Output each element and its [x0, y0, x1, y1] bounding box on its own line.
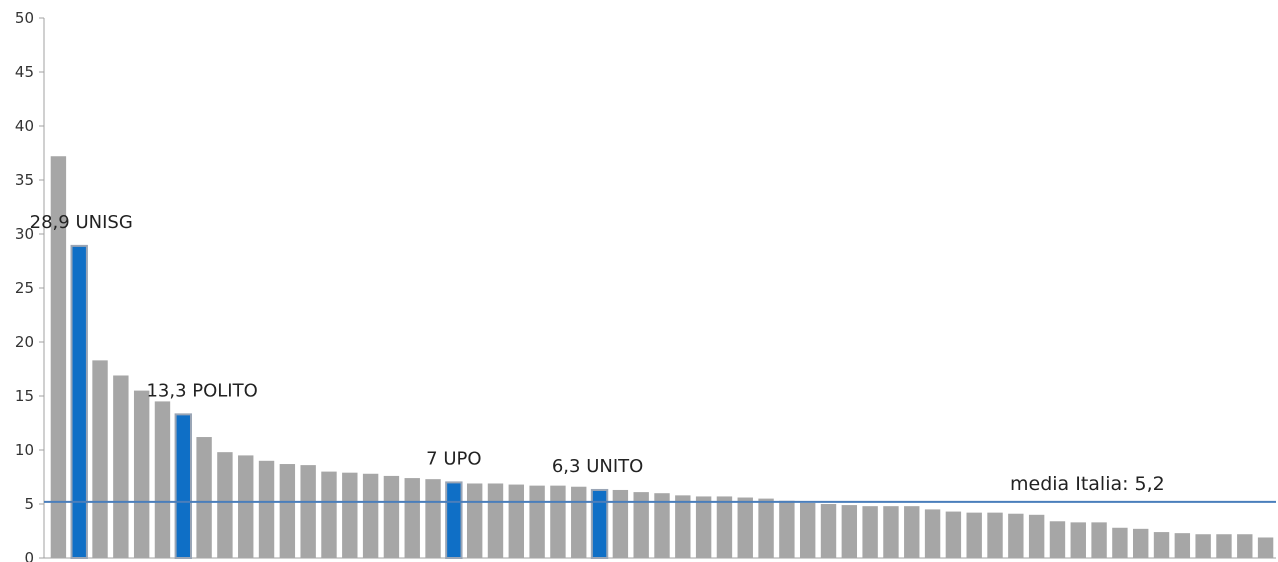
bar	[1112, 527, 1128, 558]
bar	[196, 437, 212, 558]
y-tick-label: 30	[15, 225, 34, 243]
bar	[1216, 534, 1232, 558]
bar	[154, 401, 171, 558]
bar	[404, 478, 420, 558]
y-tick-label: 15	[15, 387, 34, 405]
bar-data-label: 13,3 POLITO	[146, 380, 257, 401]
bar	[279, 464, 296, 558]
bar	[1008, 513, 1024, 558]
bar	[466, 483, 483, 558]
bar	[820, 504, 837, 558]
y-tick-label: 50	[15, 9, 34, 27]
highlighted-bar	[174, 413, 192, 559]
bar	[758, 498, 774, 558]
bar	[238, 455, 254, 558]
bar	[695, 496, 712, 558]
bar	[1133, 528, 1149, 558]
bar	[529, 485, 545, 558]
bar	[612, 489, 629, 558]
bar	[50, 156, 67, 559]
y-tick-label: 20	[15, 333, 34, 351]
bar	[779, 500, 795, 558]
bar	[92, 360, 108, 558]
bar	[321, 471, 337, 558]
bar	[1049, 521, 1066, 558]
bar	[987, 512, 1003, 558]
highlighted-bar	[590, 488, 609, 559]
bar	[508, 484, 524, 558]
bar	[1028, 514, 1045, 558]
bar	[425, 479, 441, 558]
bar	[904, 506, 920, 558]
bar	[862, 506, 878, 558]
y-tick-label: 10	[15, 441, 34, 459]
bar	[1257, 537, 1274, 558]
bar	[1091, 522, 1107, 558]
bar	[300, 465, 316, 558]
bar	[1237, 534, 1253, 558]
highlighted-bar	[445, 481, 463, 559]
bar	[945, 511, 962, 558]
bar	[1174, 533, 1191, 558]
bar	[113, 375, 129, 558]
bar	[1153, 532, 1170, 558]
bar-data-label: 7 UPO	[426, 448, 481, 469]
bar	[133, 390, 150, 558]
bar	[737, 497, 753, 558]
bar	[675, 495, 691, 558]
bar	[966, 512, 982, 558]
y-tick-label: 0	[24, 549, 34, 562]
bar-data-label: 6,3 UNITO	[552, 456, 643, 477]
bar	[883, 506, 899, 558]
data-labels: 28,9 UNISG 13,3 POLITO 7 UPO 6,3 UNITO	[30, 212, 644, 477]
bar	[841, 505, 858, 558]
bar	[217, 452, 233, 558]
bar	[571, 486, 587, 558]
bar	[383, 475, 400, 558]
bars	[50, 156, 1274, 559]
bar	[1070, 522, 1086, 558]
y-tick-label: 40	[15, 117, 34, 135]
bar	[1195, 534, 1211, 558]
bar	[633, 492, 649, 558]
bar	[799, 502, 816, 558]
y-tick-label: 5	[24, 495, 34, 513]
bar	[342, 472, 358, 558]
bar	[716, 496, 733, 558]
average-label: media Italia: 5,2	[1010, 473, 1165, 495]
y-tick-label: 35	[15, 171, 34, 189]
bar	[654, 493, 670, 558]
average-line-group: media Italia: 5,2	[44, 473, 1276, 503]
bar-data-label: 28,9 UNISG	[30, 212, 133, 233]
bar	[362, 473, 379, 558]
y-tick-label: 45	[15, 63, 34, 81]
highlighted-bar	[70, 244, 88, 559]
bar	[487, 483, 504, 558]
y-tick-label: 25	[15, 279, 34, 297]
bar	[258, 460, 275, 558]
bar	[924, 509, 941, 558]
bar	[550, 485, 566, 558]
